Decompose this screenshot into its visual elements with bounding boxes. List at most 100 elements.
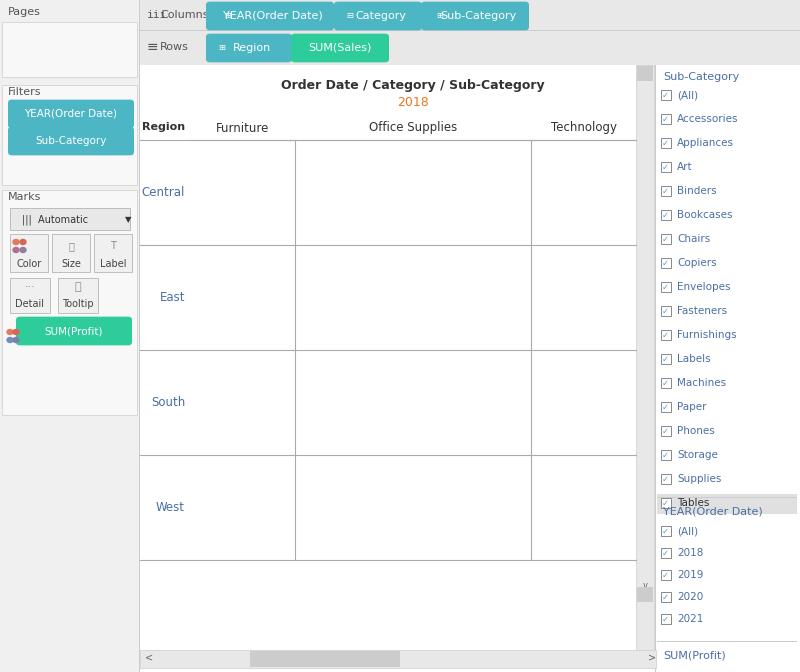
Text: ⬭: ⬭ [68,241,74,251]
Text: Binders: Binders [677,186,717,196]
Bar [612,288,626,348]
Bar [612,400,626,453]
Text: 2020: 2020 [677,592,703,602]
Text: ✓: ✓ [662,139,669,148]
Bar [223,182,238,243]
Text: Phones: Phones [677,426,714,436]
Text: Marks: Marks [8,192,42,202]
Text: Columns: Columns [160,10,209,20]
Bar [456,339,471,348]
Bar [506,343,522,348]
Bar [481,511,496,558]
Bar [223,496,238,558]
Text: SUM(Sales): SUM(Sales) [308,43,372,53]
Y-axis label: Sales: Sales [160,390,169,415]
Text: Labels: Labels [677,354,710,364]
Text: ✓: ✓ [662,451,669,460]
Text: Machines: Machines [677,378,726,388]
Text: ✓: ✓ [662,475,669,484]
Text: Supplies: Supplies [677,474,722,484]
Bar [612,213,626,243]
Bar [456,443,471,453]
Text: Sub-Category: Sub-Category [35,136,106,146]
Bar [406,450,421,453]
Text: Art: Art [677,162,693,172]
Y-axis label: Sales: Sales [160,286,169,310]
Bar [305,328,320,348]
Bar [355,197,370,243]
Text: ▼: ▼ [125,216,131,224]
Bar [330,555,345,558]
Text: Tables: Tables [677,498,710,508]
Bar [223,414,238,453]
Bar [247,440,262,453]
Bar [506,239,522,243]
Text: ✓: ✓ [662,187,669,196]
Text: ✓: ✓ [662,427,669,436]
Text: Filters: Filters [8,87,42,97]
Text: SUM(Profit): SUM(Profit) [663,651,726,661]
Text: ✓: ✓ [662,91,669,100]
Bar [271,505,286,558]
Text: ✓: ✓ [662,499,669,508]
Text: Category: Category [355,11,406,21]
Bar [430,332,446,348]
Text: ✓: ✓ [662,615,669,624]
Bar [481,210,496,243]
Bar [247,331,262,348]
Bar [199,544,214,558]
Bar [380,449,395,453]
Bar [271,424,286,453]
Text: |||  Automatic: ||| Automatic [22,215,88,225]
Text: iii: iii [147,10,167,20]
Text: ✓: ✓ [662,527,669,536]
Text: ✓: ✓ [662,331,669,340]
Text: ⊟: ⊟ [346,11,354,21]
Text: ✓: ✓ [662,403,669,412]
Bar [456,551,471,558]
Bar [271,217,286,243]
Text: Detail: Detail [15,299,45,309]
Bar [612,472,626,558]
Text: YEAR(Order Date): YEAR(Order Date) [223,11,323,21]
Text: ✓: ✓ [662,307,669,316]
Bar [330,342,345,348]
Bar [199,317,214,348]
Bar [588,303,602,348]
Text: ✓: ✓ [662,163,669,172]
Text: Technology: Technology [550,122,617,134]
Bar [456,230,471,243]
Text: v: v [642,581,647,591]
Bar [406,239,421,243]
Text: <: < [145,653,153,663]
Bar [540,327,554,348]
Text: ···: ··· [25,282,35,292]
Y-axis label: Sales: Sales [160,495,169,519]
Text: ^: ^ [642,69,649,79]
Bar [355,521,370,558]
Text: ⊞: ⊞ [437,11,443,21]
Bar [406,554,421,558]
Text: ⊞: ⊞ [218,44,226,52]
Text: (All): (All) [677,526,698,536]
Bar [199,233,214,243]
Bar [564,227,578,243]
Text: Appliances: Appliances [677,138,734,148]
Text: 2018: 2018 [397,97,429,110]
Text: (All): (All) [677,90,698,100]
Text: SUM(Profit): SUM(Profit) [45,326,103,336]
Text: ✓: ✓ [662,259,669,268]
Text: ≡: ≡ [147,40,158,54]
Bar [540,433,554,453]
Bar [540,224,554,243]
Text: West: West [156,501,185,514]
Y-axis label: Sales: Sales [160,181,169,204]
Bar [588,551,602,558]
Bar [330,239,345,243]
Text: Chairs: Chairs [677,234,710,244]
Bar [506,437,522,453]
Text: YEAR(Order Date): YEAR(Order Date) [663,507,762,517]
Text: Accessories: Accessories [677,114,738,124]
Text: ✓: ✓ [662,549,669,558]
Text: Storage: Storage [677,450,718,460]
